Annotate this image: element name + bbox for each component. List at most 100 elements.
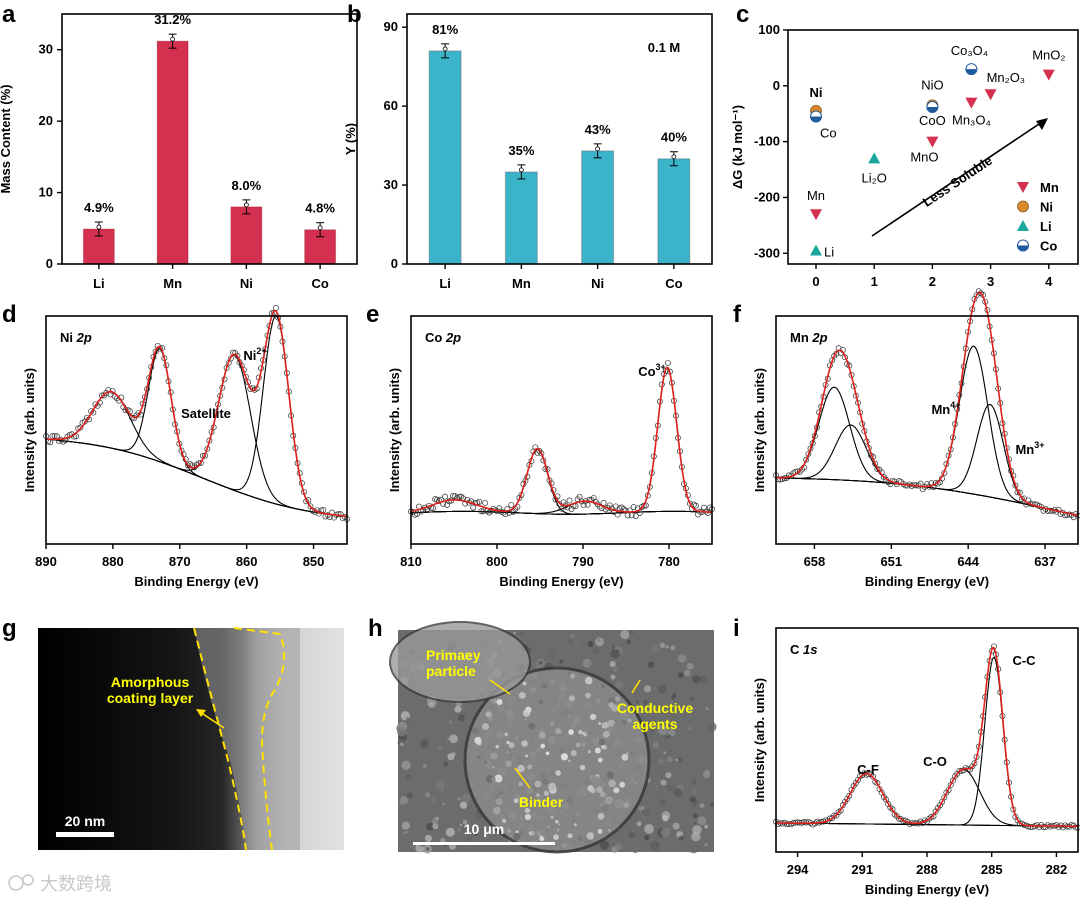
axes-frame: [406, 13, 713, 265]
primary-grain: [560, 753, 569, 761]
sem-grain: [449, 721, 453, 726]
data-point: [971, 760, 978, 767]
pointer-arrow-head: [196, 709, 206, 717]
data-point: [975, 288, 982, 295]
sem-grain: [673, 788, 683, 798]
data-point: [831, 352, 838, 359]
sem-grain: [609, 661, 616, 667]
sem-grain: [663, 751, 666, 754]
title-orbital: 1s: [803, 642, 817, 657]
sem-grain: [691, 779, 697, 785]
y-tick-label: 10: [39, 185, 53, 200]
primary-grain: [571, 840, 576, 846]
sem-grain: [595, 637, 604, 647]
primary-grain: [588, 750, 591, 754]
primary-grain: [608, 702, 615, 709]
sem-grain: [582, 658, 592, 668]
point-label: Li: [824, 244, 834, 259]
primary-grain: [555, 820, 559, 824]
panel-letter: a: [2, 1, 16, 28]
sem-grain: [435, 779, 445, 790]
data-point: [632, 513, 639, 519]
primary-grain: [619, 781, 626, 788]
label-superscript: 3+: [656, 362, 666, 372]
primary-grain: [634, 735, 639, 740]
primary-grain: [550, 815, 554, 819]
data-point: [1016, 820, 1023, 827]
panel-letter: f: [733, 301, 742, 328]
coating-label: coating layer: [107, 690, 194, 706]
outer-boundary: [233, 627, 286, 851]
primary-grain: [549, 678, 556, 685]
data-point: [803, 456, 810, 463]
sem-grain: [646, 729, 651, 734]
sem-grain: [670, 645, 676, 651]
sem-grain: [449, 716, 455, 722]
primary-grain: [602, 731, 610, 738]
primary-grain: [601, 722, 608, 729]
sem-grain: [610, 674, 616, 680]
point-mn: [926, 136, 939, 148]
data-point: [859, 772, 866, 778]
primary-grain: [524, 807, 531, 814]
sem-grain: [691, 832, 701, 842]
data-label-li: 4.9%: [84, 200, 114, 215]
y-axis-label: Intensity (arb. units): [752, 678, 767, 802]
y-axis-label: Mass Content (%): [0, 84, 13, 193]
x-tick-label: 780: [658, 554, 680, 569]
label-main: C-C: [1012, 653, 1036, 668]
error-dot: [595, 146, 601, 152]
bar-ni: [581, 150, 615, 265]
sem-grain: [401, 821, 410, 830]
data-point: [969, 763, 976, 770]
scale-label: 20 nm: [65, 813, 105, 829]
data-point: [480, 508, 487, 515]
point-label: Co: [820, 126, 837, 141]
data-point: [488, 507, 495, 514]
sem-grain: [612, 666, 619, 672]
primary-grain: [587, 785, 594, 792]
sem-grain: [678, 835, 684, 841]
data-point: [152, 348, 159, 355]
y-tick-label: 30: [384, 177, 398, 192]
x-tick-label: 890: [35, 554, 57, 569]
axes-frame: [775, 627, 1079, 853]
sem-grain: [657, 725, 668, 735]
sem-grain: [597, 638, 601, 642]
component-peak: [776, 403, 1079, 516]
sem-grain: [683, 669, 691, 677]
y-tick-label: -100: [754, 134, 780, 149]
data-point: [852, 780, 859, 786]
sem-grain: [628, 831, 635, 839]
primary-grain: [614, 696, 621, 702]
scale-label: 10 μm: [464, 821, 504, 837]
y-tick-label: -200: [754, 189, 780, 204]
primary-grain: [543, 790, 549, 796]
data-label-co: 4.8%: [305, 201, 335, 216]
sem-grain: [671, 695, 676, 700]
sem-grain: [647, 661, 655, 668]
data-point: [1055, 824, 1062, 831]
background-line: [45, 438, 348, 517]
title-element: Ni: [60, 330, 77, 345]
data-point: [1027, 824, 1034, 830]
data-point: [664, 359, 671, 366]
fit-envelope: [776, 291, 1079, 517]
sem-grain: [600, 840, 610, 850]
sem-grain: [457, 714, 465, 722]
primary-grain: [488, 716, 493, 721]
data-point: [630, 504, 637, 511]
coating-region: [194, 628, 300, 850]
panel-title: Co 2p: [425, 330, 461, 345]
sem-grain: [425, 822, 434, 831]
primary-grain: [510, 804, 517, 811]
data-point: [558, 505, 565, 512]
data-point: [872, 460, 879, 467]
primary-grain: [521, 740, 528, 747]
data-point: [500, 509, 507, 516]
legend-marker-li: [1017, 220, 1029, 231]
primary-grain: [597, 757, 603, 763]
panel-letter: b: [347, 1, 362, 28]
sem-grain: [406, 830, 409, 834]
